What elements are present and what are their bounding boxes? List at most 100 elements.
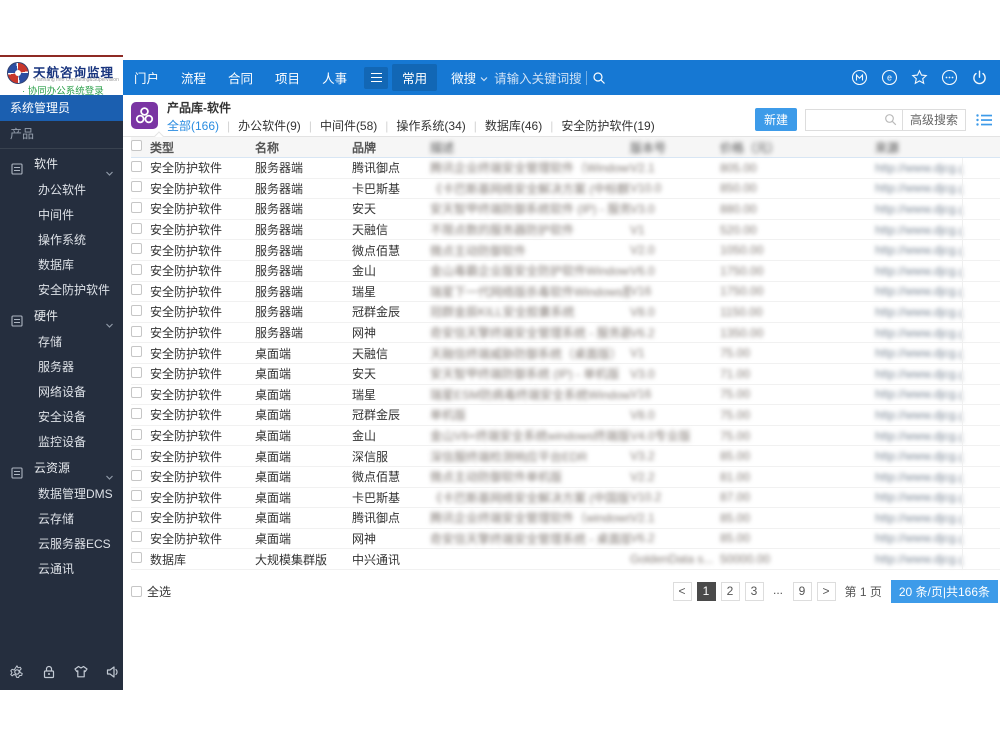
tab-4[interactable]: 操作系统(34)	[396, 119, 466, 133]
sidebar-item[interactable]: 云服务器ECS	[38, 537, 111, 551]
sidebar-group-3[interactable]: 云资源	[0, 455, 123, 482]
row-checkbox[interactable]	[131, 201, 142, 213]
row-checkbox[interactable]	[131, 407, 142, 419]
row-checkbox[interactable]	[131, 160, 142, 172]
tab-5[interactable]: 数据库(46)	[484, 119, 543, 133]
menu-hamburger-icon[interactable]	[364, 66, 389, 89]
page-size-button[interactable]: 20 条/页|共166条	[890, 579, 998, 603]
row-checkbox[interactable]	[131, 346, 142, 358]
sidebar-item[interactable]: 中间件	[38, 208, 75, 222]
table-row[interactable]: 安全防护软件 桌面端 网神 奇安信天擎终端安全管理系统 - 桌面版 V6.2 85.00 h…	[131, 529, 1000, 550]
global-search[interactable]: 微搜 请输入关键词搜	[451, 68, 606, 87]
page-button[interactable]: 1	[696, 581, 716, 601]
table-row[interactable]: 安全防护软件 服务器端 瑞星 瑞星下一代网络版杀毒软件Windows服务器版V16 17…	[131, 282, 1000, 303]
sidebar-item[interactable]: 数据库	[38, 258, 75, 272]
tab-6[interactable]: 安全防护软件(19)	[561, 119, 655, 133]
table-row[interactable]: 安全防护软件 桌面端 天融信 天融信终端威胁防御系统（桌面版） V1 75.00 http:…	[131, 343, 1000, 364]
table-row[interactable]: 安全防护软件 桌面端 安天 安天智甲终端防御系统 (IP) - 单机版 V3.0 71.0…	[131, 364, 1000, 385]
search-icon[interactable]	[585, 70, 606, 85]
lock-icon[interactable]	[41, 664, 57, 680]
sidebar-item[interactable]: 操作系统	[38, 233, 87, 247]
table-row[interactable]: 安全防护软件 服务器端 冠群金辰 冠群金辰KILL安全胶囊系统 V8.0 1150.00 h…	[131, 302, 1000, 323]
sidebar-item[interactable]: 云通讯	[38, 562, 75, 576]
table-row[interactable]: 安全防护软件 服务器端 金山 金山毒霸企业版安全防护软件Windows服务器版V6.0…	[131, 261, 1000, 282]
list-view-icon[interactable]	[976, 113, 992, 127]
next-page-button[interactable]: >	[816, 581, 836, 601]
nav-item[interactable]: 门户	[134, 72, 160, 86]
nav-item-common[interactable]: 常用	[392, 64, 438, 91]
table-row[interactable]: 安全防护软件 服务器端 卡巴斯基 《卡巴斯基网络安全解决方案 (中标麒麟版)》V10.…	[131, 179, 1000, 200]
tab-3[interactable]: 中间件(58)	[319, 119, 378, 133]
row-checkbox[interactable]	[131, 490, 142, 502]
star-icon[interactable]	[911, 69, 928, 86]
row-checkbox[interactable]	[131, 531, 142, 543]
page-button[interactable]: 9	[792, 581, 812, 601]
row-checkbox[interactable]	[131, 449, 142, 461]
table-row[interactable]: 安全防护软件 服务器端 安天 安天智甲终端防御系统软件 (IP) - 服务器加固版V3…	[131, 199, 1000, 220]
table-row[interactable]: 安全防护软件 桌面端 卡巴斯基 《卡巴斯基网络安全解决方案 (中国版) - KES..…	[131, 488, 1000, 509]
sidebar-item[interactable]: 网络设备	[38, 385, 87, 399]
table-search-icon[interactable]	[884, 113, 897, 126]
table-row[interactable]: 安全防护软件 服务器端 微点佰慧 微点主动防御软件 V2.0 1050.00 http://…	[131, 240, 1000, 261]
sidebar-group-1[interactable]: 软件	[0, 151, 123, 178]
sidebar-item[interactable]: 安全防护软件	[38, 283, 111, 297]
tab-2[interactable]: 办公软件(9)	[238, 119, 301, 133]
row-checkbox[interactable]	[131, 304, 142, 316]
sidebar-item[interactable]: 安全设备	[38, 410, 87, 424]
row-checkbox[interactable]	[131, 181, 142, 193]
search-scope-label[interactable]: 微搜	[451, 72, 477, 86]
header-checkbox[interactable]	[131, 140, 142, 151]
nav-item[interactable]: 合同	[228, 72, 254, 86]
row-checkbox[interactable]	[131, 387, 142, 399]
nav-item[interactable]: 流程	[181, 72, 207, 86]
table-row[interactable]: 安全防护软件 服务器端 腾讯御点 腾讯企业终端安全管理软件（Windows版）V2.1…	[131, 158, 1000, 179]
row-checkbox[interactable]	[131, 510, 142, 522]
table-row[interactable]: 安全防护软件 服务器端 网神 奇安信天擎终端安全管理系统 - 服务器版 V6.2 1350…	[131, 323, 1000, 344]
sidebar-role-header[interactable]: 系统管理员	[0, 95, 123, 121]
select-all-checkbox[interactable]	[131, 585, 142, 597]
nav-item[interactable]: 项目	[275, 72, 301, 86]
advanced-search-button[interactable]: 高级搜索	[901, 109, 965, 130]
select-all-control[interactable]: 全选	[131, 583, 171, 600]
table-row[interactable]: 安全防护软件 桌面端 深信服 深信服终端检测响应平台EDR V3.2 85.00 http:…	[131, 446, 1000, 467]
row-checkbox[interactable]	[131, 428, 142, 440]
volume-icon[interactable]	[105, 664, 121, 680]
row-checkbox[interactable]	[131, 469, 142, 481]
row-checkbox[interactable]	[131, 366, 142, 378]
table-search-input[interactable]	[805, 110, 884, 129]
chevron-down-icon[interactable]	[480, 75, 488, 83]
row-checkbox[interactable]	[131, 243, 142, 255]
settings-icon[interactable]	[9, 664, 25, 680]
m-circle-icon[interactable]	[851, 69, 868, 86]
prev-page-button[interactable]: <	[672, 581, 692, 601]
power-icon[interactable]	[971, 69, 988, 86]
sidebar-item[interactable]: 办公软件	[38, 183, 87, 197]
nav-item[interactable]: 人事	[322, 72, 348, 86]
sidebar-item[interactable]: 数据管理DMS	[38, 487, 113, 501]
sidebar-item[interactable]: 监控设备	[38, 435, 87, 449]
row-checkbox[interactable]	[131, 325, 142, 337]
theme-shirt-icon[interactable]	[73, 664, 89, 680]
search-placeholder-text[interactable]: 请输入关键词搜	[494, 72, 582, 86]
row-checkbox[interactable]	[131, 552, 142, 564]
message-circle-icon[interactable]: e	[881, 69, 898, 86]
row-checkbox[interactable]	[131, 222, 142, 234]
row-checkbox[interactable]	[131, 284, 142, 296]
table-row[interactable]: 数据库 大规模集群版 中兴通讯 GoldenData s... 50000.00 http…	[131, 549, 1000, 570]
table-row[interactable]: 安全防护软件 桌面端 腾讯御点 腾讯企业终端安全管理软件（windows版）V2.1版…	[131, 508, 1000, 529]
sidebar-item[interactable]: 服务器	[38, 360, 75, 374]
table-row[interactable]: 安全防护软件 服务器端 天融信 不限点数的服务器防护软件 V1 520.00 http://…	[131, 220, 1000, 241]
sidebar-item[interactable]: 云存储	[38, 512, 75, 526]
sidebar-item[interactable]: 存储	[38, 335, 63, 349]
table-row[interactable]: 安全防护软件 桌面端 瑞星 瑞星ESM防病毒终端安全系统Windows桌面版V16 75…	[131, 385, 1000, 406]
page-jump-text[interactable]: 第 1 页	[844, 584, 882, 599]
table-row[interactable]: 安全防护软件 桌面端 冠群金辰 单机版 V8.0 75.00 http://www.djcg…	[131, 405, 1000, 426]
tab-1[interactable]: 全部(166)	[167, 119, 220, 133]
page-button[interactable]: 2	[720, 581, 740, 601]
table-row[interactable]: 安全防护软件 桌面端 微点佰慧 微点主动防御软件单机版 V2.2 81.00 http://…	[131, 467, 1000, 488]
more-circle-icon[interactable]	[941, 69, 958, 86]
table-row[interactable]: 安全防护软件 桌面端 金山 金山V8+终端安全系统windows终端版 V4.0专业版 7…	[131, 426, 1000, 447]
page-button[interactable]: 3	[744, 581, 764, 601]
row-checkbox[interactable]	[131, 263, 142, 275]
new-button[interactable]: 新建	[754, 108, 797, 131]
